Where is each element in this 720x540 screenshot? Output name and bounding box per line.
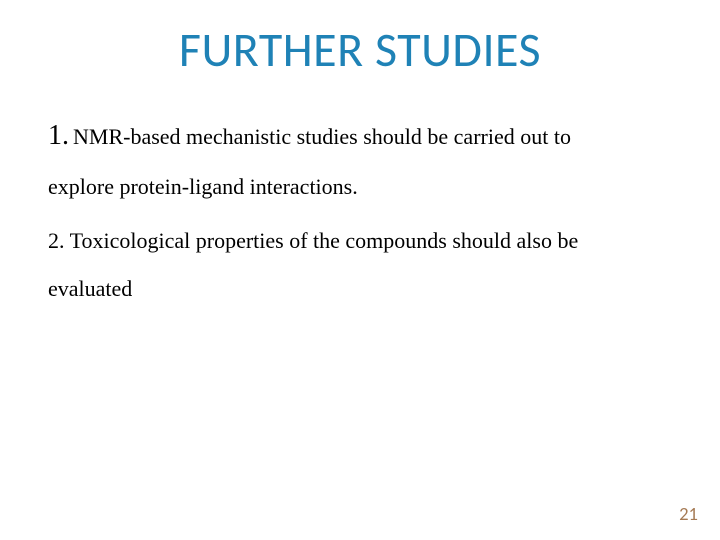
- slide-title: FURTHER STUDIES: [0, 20, 720, 79]
- list-item-2-line2: evaluated: [48, 276, 672, 302]
- item1-marker: 1.: [48, 120, 69, 151]
- body-text: 1. NMR-based mechanistic studies should …: [48, 120, 672, 302]
- list-item-1-line1: 1. NMR-based mechanistic studies should …: [48, 120, 672, 152]
- list-item-1-line2: explore protein-ligand interactions.: [48, 174, 672, 200]
- list-item-2-line1: 2. Toxicological properties of the compo…: [48, 228, 672, 254]
- slide: { "title": { "text": "FURTHER STUDIES", …: [0, 0, 720, 540]
- page-number: 21: [679, 503, 698, 526]
- item1-text-line1: NMR-based mechanistic studies should be …: [73, 124, 571, 149]
